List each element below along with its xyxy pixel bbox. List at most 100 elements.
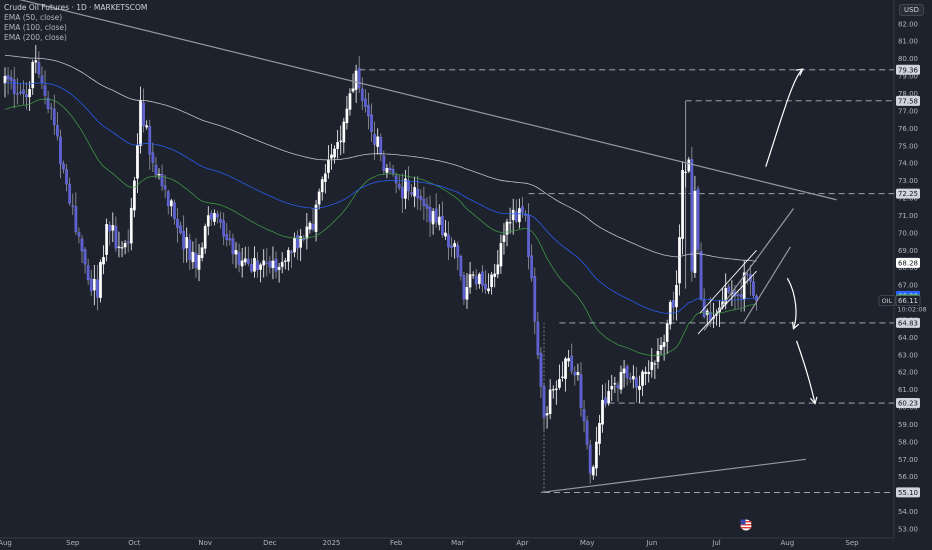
candle-down bbox=[59, 136, 62, 165]
candle-down bbox=[114, 226, 118, 249]
trendlines bbox=[19, 0, 837, 494]
candle-down bbox=[166, 191, 170, 207]
candle-down bbox=[434, 208, 438, 223]
candle-up bbox=[687, 159, 691, 172]
candle-down bbox=[579, 374, 583, 409]
candle-down bbox=[265, 262, 269, 264]
candle-up bbox=[518, 208, 521, 223]
candle-down bbox=[521, 206, 524, 213]
projection-arrows bbox=[765, 68, 818, 405]
candle-down bbox=[225, 234, 229, 240]
candle-up bbox=[444, 232, 447, 237]
candle-up bbox=[206, 215, 210, 227]
candle-up bbox=[283, 260, 287, 262]
candle-down bbox=[15, 93, 19, 95]
candle-down bbox=[422, 198, 426, 206]
candle-down bbox=[533, 276, 537, 322]
candle-down bbox=[83, 249, 87, 265]
candle-down bbox=[628, 377, 632, 380]
price-tick-label: 53.00 bbox=[898, 526, 918, 534]
currency-button[interactable]: USD bbox=[899, 4, 924, 16]
candle-up bbox=[511, 209, 515, 221]
trendline bbox=[703, 208, 794, 331]
candle-down bbox=[450, 245, 453, 248]
candle-down bbox=[37, 62, 41, 75]
candle-down bbox=[364, 98, 367, 107]
candle-down bbox=[296, 235, 299, 249]
candle-up bbox=[564, 358, 567, 379]
price-tag: 66.11 bbox=[898, 297, 918, 305]
time-tick-label: Oct bbox=[128, 539, 140, 547]
candle-up bbox=[34, 60, 38, 63]
candle-up bbox=[117, 246, 121, 248]
arrow-curve bbox=[795, 340, 816, 404]
candle-up bbox=[465, 287, 469, 300]
time-tick-label: Mar bbox=[451, 539, 464, 547]
candle-down bbox=[80, 238, 84, 252]
candle-down bbox=[456, 244, 460, 258]
candle-up bbox=[139, 100, 142, 146]
candle-up bbox=[413, 187, 416, 197]
price-tick-label: 54.00 bbox=[898, 508, 918, 516]
candle-down bbox=[46, 97, 50, 109]
candle-down bbox=[573, 371, 577, 376]
key-level-tag-bg bbox=[896, 188, 920, 199]
candle-up bbox=[99, 262, 102, 298]
candle-up bbox=[681, 169, 684, 239]
candle-down bbox=[65, 169, 68, 185]
key-level-lines bbox=[359, 69, 894, 493]
key-level-tag: 60.23 bbox=[898, 400, 918, 408]
candle-up bbox=[234, 250, 238, 255]
candle-down bbox=[9, 77, 13, 81]
candle-up bbox=[243, 258, 247, 263]
candle-up bbox=[607, 391, 611, 404]
candle-up bbox=[277, 266, 281, 270]
candle-up bbox=[320, 179, 324, 193]
candle-up bbox=[145, 125, 149, 128]
time-tick-label: Aug bbox=[0, 539, 12, 547]
candle-down bbox=[708, 312, 712, 321]
price-tick-label: 71.00 bbox=[898, 212, 918, 220]
candle-down bbox=[616, 384, 620, 389]
candle-up bbox=[240, 260, 244, 267]
symbol-tag: OIL bbox=[882, 297, 893, 305]
candle-down bbox=[699, 251, 703, 300]
price-tick-label: 56.00 bbox=[898, 473, 918, 481]
candle-up bbox=[471, 274, 475, 276]
candle-up bbox=[453, 243, 457, 247]
ema-50-line bbox=[4, 98, 757, 357]
candle-up bbox=[330, 154, 333, 159]
price-tick-label: 63.00 bbox=[898, 351, 918, 359]
candle-down bbox=[219, 219, 222, 223]
candle-down bbox=[739, 294, 743, 298]
candle-up bbox=[123, 243, 127, 248]
price-tick-label: 81.00 bbox=[898, 38, 918, 46]
candle-up bbox=[561, 376, 564, 378]
candle-down bbox=[745, 273, 749, 276]
price-tick-label: 82.00 bbox=[898, 20, 918, 28]
candle-up bbox=[567, 358, 570, 362]
candle-up bbox=[487, 288, 490, 292]
time-tick-label: May bbox=[580, 539, 594, 547]
candle-up bbox=[354, 70, 358, 90]
candle-down bbox=[370, 114, 373, 132]
price-tag-bg bbox=[896, 257, 920, 268]
candle-up bbox=[653, 363, 657, 365]
countdown-label: 10:02:08 bbox=[897, 306, 926, 314]
key-level-tag-bg bbox=[896, 64, 920, 75]
candle-down bbox=[290, 251, 293, 253]
candle-up bbox=[595, 441, 598, 469]
candle-down bbox=[727, 286, 731, 293]
candle-up bbox=[308, 222, 312, 230]
candle-up bbox=[197, 255, 201, 270]
candle-up bbox=[678, 237, 681, 284]
candle-up bbox=[665, 323, 669, 342]
time-tick-label: Dec bbox=[263, 539, 277, 547]
ema-200-line bbox=[4, 55, 757, 262]
candle-up bbox=[490, 274, 493, 288]
candle-up bbox=[129, 207, 133, 244]
symbol-tag-bg bbox=[878, 295, 896, 306]
candle-down bbox=[250, 264, 253, 272]
candle-up bbox=[622, 368, 626, 374]
